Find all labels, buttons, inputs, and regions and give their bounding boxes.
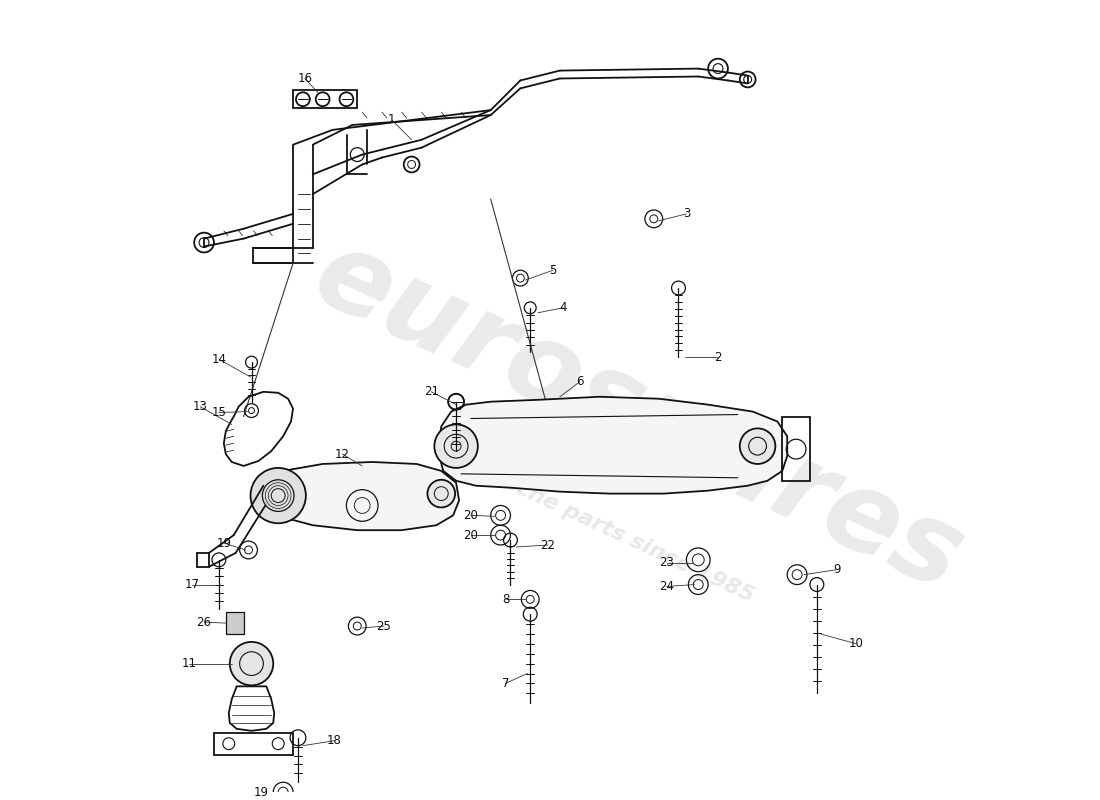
Polygon shape [439,397,788,494]
Text: 6: 6 [576,375,583,389]
Text: 4: 4 [559,302,566,314]
Text: 10: 10 [849,638,864,650]
Text: 24: 24 [659,580,674,593]
Text: 8: 8 [502,593,509,606]
Text: 18: 18 [327,734,342,747]
Text: 3: 3 [683,207,690,220]
Text: 17: 17 [185,578,200,591]
Text: 25: 25 [376,619,392,633]
Bar [293,90,358,108]
Text: 7: 7 [502,677,509,690]
Text: 19: 19 [217,537,231,550]
Text: 1: 1 [388,114,396,126]
Circle shape [740,428,776,464]
Circle shape [434,425,477,468]
Text: 15: 15 [211,406,227,419]
Polygon shape [263,462,459,530]
Text: 21: 21 [424,386,439,398]
Text: 9: 9 [833,563,840,576]
Text: 11: 11 [182,657,197,670]
Text: 23: 23 [659,556,674,570]
Text: 19: 19 [254,786,268,798]
Circle shape [428,480,455,507]
Bar [213,733,293,754]
Text: 12: 12 [334,447,350,461]
Text: 2: 2 [714,350,722,364]
Text: 22: 22 [540,538,556,551]
Bar [782,417,810,481]
Text: 14: 14 [211,353,227,366]
Text: 20: 20 [463,509,478,522]
Text: 26: 26 [197,616,211,629]
Circle shape [230,642,273,686]
Text: 20: 20 [463,529,478,542]
Text: 16: 16 [297,72,312,85]
Text: a porsche parts since 1985: a porsche parts since 1985 [442,445,757,606]
Text: 5: 5 [549,264,557,277]
Text: eurospares: eurospares [298,219,980,614]
Bar [226,612,243,634]
Text: 13: 13 [192,400,208,413]
Circle shape [251,468,306,523]
